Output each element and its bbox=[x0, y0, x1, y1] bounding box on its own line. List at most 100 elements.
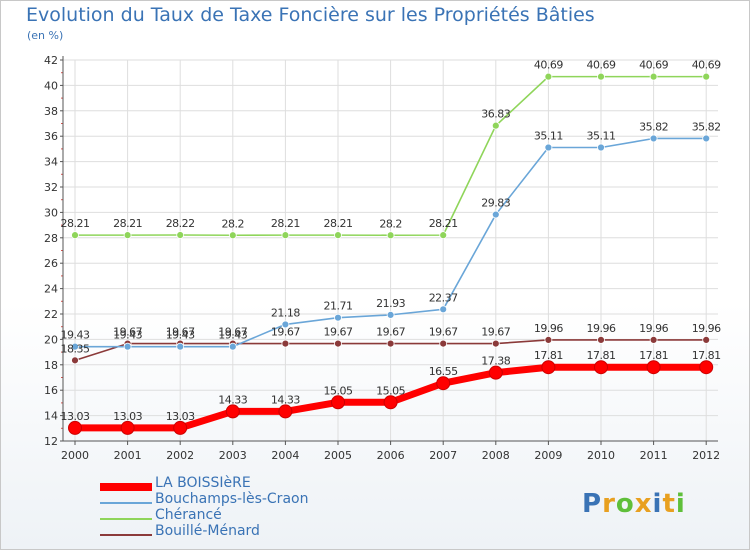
data-label: 19.67 bbox=[271, 326, 300, 339]
x-tick-label: 2007 bbox=[429, 449, 457, 462]
data-point bbox=[646, 360, 661, 375]
data-point bbox=[439, 305, 448, 314]
y-tick-label: 36 bbox=[44, 130, 58, 143]
y-tick-label: 16 bbox=[44, 384, 58, 397]
data-label: 19.67 bbox=[166, 326, 195, 339]
data-point bbox=[649, 134, 658, 143]
data-label: 35.11 bbox=[534, 130, 563, 143]
legend-swatch bbox=[100, 534, 152, 536]
data-point bbox=[123, 231, 132, 240]
data-label: 21.71 bbox=[324, 300, 353, 313]
data-label: 19.96 bbox=[534, 322, 563, 335]
x-tick-label: 2012 bbox=[692, 449, 720, 462]
x-tick-label: 2002 bbox=[166, 449, 194, 462]
data-point bbox=[120, 420, 135, 435]
data-label: 35.82 bbox=[692, 120, 721, 133]
data-label: 13.03 bbox=[61, 410, 90, 423]
data-label: 19.96 bbox=[692, 322, 721, 335]
data-label: 14.33 bbox=[271, 393, 300, 406]
logo-letter: i bbox=[652, 489, 663, 519]
data-point bbox=[491, 210, 500, 219]
data-label: 29.83 bbox=[481, 197, 510, 210]
y-tick-label: 30 bbox=[44, 206, 58, 219]
data-label: 19.43 bbox=[113, 329, 142, 342]
data-label: 19.67 bbox=[429, 326, 458, 339]
data-point bbox=[334, 339, 342, 348]
data-point bbox=[68, 420, 82, 435]
x-tick-label: 2011 bbox=[640, 449, 668, 462]
data-point bbox=[439, 231, 448, 240]
data-point bbox=[71, 231, 79, 240]
y-tick-label: 24 bbox=[44, 283, 58, 296]
x-tick-label: 2003 bbox=[219, 449, 247, 462]
data-label: 28.21 bbox=[324, 217, 353, 230]
chart-title: Evolution du Taux de Taxe Foncière sur l… bbox=[26, 4, 595, 26]
x-tick-label: 2010 bbox=[587, 449, 615, 462]
y-tick-label: 32 bbox=[44, 181, 58, 194]
data-point bbox=[281, 339, 290, 348]
y-tick-label: 34 bbox=[44, 156, 58, 169]
data-point bbox=[386, 339, 395, 348]
data-point bbox=[491, 121, 500, 130]
data-point bbox=[597, 72, 605, 81]
data-label: 36.83 bbox=[481, 108, 510, 121]
logo-letter: r bbox=[602, 489, 616, 519]
data-label: 28.22 bbox=[166, 217, 195, 230]
data-point bbox=[702, 72, 711, 81]
logo-letter: i bbox=[675, 489, 686, 519]
data-label: 17.81 bbox=[587, 349, 616, 362]
data-point bbox=[491, 339, 500, 348]
data-label: 19.96 bbox=[587, 322, 616, 335]
data-point bbox=[225, 404, 240, 419]
data-point bbox=[278, 404, 293, 419]
data-label: 21.18 bbox=[271, 306, 300, 319]
data-point bbox=[123, 342, 132, 351]
data-point bbox=[439, 339, 448, 348]
data-point bbox=[228, 342, 237, 351]
legend-label: Bouillé-Ménard bbox=[155, 523, 260, 539]
data-label: 19.96 bbox=[639, 322, 668, 335]
data-label: 19.67 bbox=[218, 326, 247, 339]
data-point bbox=[702, 336, 711, 344]
data-point bbox=[544, 336, 553, 344]
y-tick-label: 38 bbox=[44, 105, 58, 118]
data-label: 15.05 bbox=[376, 384, 405, 397]
y-tick-label: 22 bbox=[44, 308, 58, 321]
data-label: 19.67 bbox=[481, 326, 510, 339]
x-tick-label: 2008 bbox=[482, 449, 510, 462]
data-label: 19.43 bbox=[61, 329, 90, 342]
data-point bbox=[176, 342, 185, 351]
y-tick-label: 28 bbox=[44, 232, 58, 245]
y-tick-label: 20 bbox=[44, 333, 58, 346]
data-label: 17.38 bbox=[481, 355, 510, 368]
logo-letter: P bbox=[582, 489, 603, 519]
data-point bbox=[386, 231, 395, 240]
x-tick-label: 2001 bbox=[114, 449, 142, 462]
data-point bbox=[488, 365, 503, 380]
data-label: 18.35 bbox=[61, 342, 90, 355]
y-tick-label: 42 bbox=[44, 54, 58, 67]
legend-swatch bbox=[100, 502, 152, 504]
x-tick-label: 2005 bbox=[324, 449, 352, 462]
data-point bbox=[383, 395, 398, 410]
data-point bbox=[71, 356, 79, 365]
legend-label: LA BOISSIèRE bbox=[155, 475, 251, 491]
data-point bbox=[281, 231, 290, 240]
logo-letter: o bbox=[615, 489, 635, 519]
data-point bbox=[649, 336, 658, 344]
data-label: 28.21 bbox=[113, 217, 142, 230]
data-label: 19.67 bbox=[324, 326, 353, 339]
data-label: 17.81 bbox=[692, 349, 721, 362]
y-axis-unit-label: (en %) bbox=[27, 29, 64, 42]
data-point bbox=[176, 231, 185, 239]
data-label: 13.03 bbox=[113, 410, 142, 423]
y-tick-label: 26 bbox=[44, 257, 58, 270]
legend-swatch bbox=[100, 518, 152, 520]
data-label: 16.55 bbox=[429, 365, 458, 378]
data-label: 22.37 bbox=[429, 291, 458, 304]
proxiti-logo: Proxiti bbox=[582, 489, 686, 519]
data-point bbox=[541, 360, 556, 375]
data-point bbox=[702, 134, 711, 143]
data-label: 28.21 bbox=[429, 217, 458, 230]
